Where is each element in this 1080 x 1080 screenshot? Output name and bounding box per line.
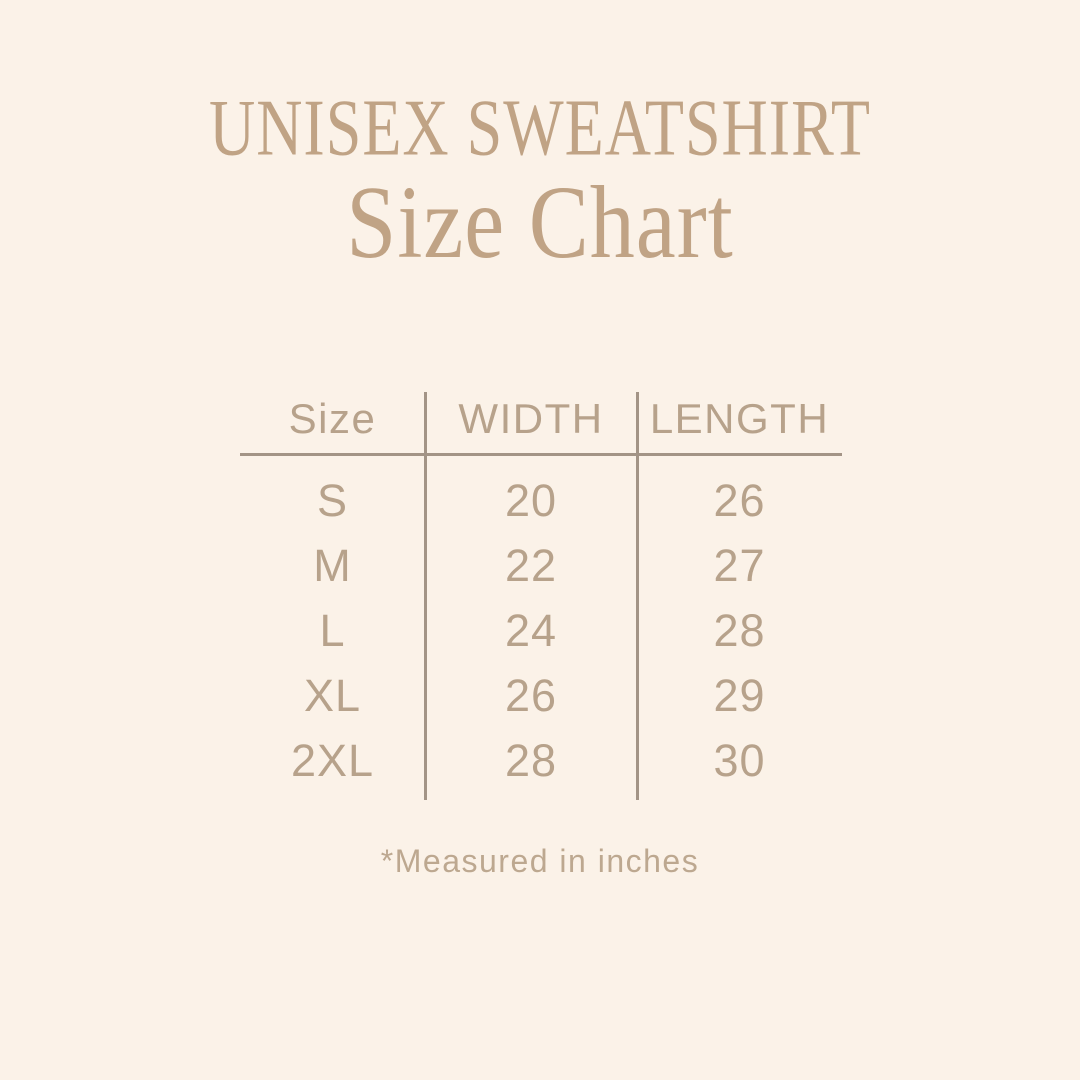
header-underline — [240, 453, 842, 456]
cell-size: 2XL — [290, 734, 375, 786]
cell-width: 22 — [504, 539, 558, 591]
column-header-width: WIDTH — [458, 395, 604, 442]
cell-length: 26 — [713, 474, 766, 526]
measurement-footnote: *Measured in inches — [380, 843, 700, 879]
cell-size: L — [319, 604, 346, 656]
table-row: XL 26 29 — [240, 663, 842, 728]
cell-width: 24 — [504, 604, 558, 656]
table-body: S 20 26 M 22 27 L 24 28 XL 26 29 2XL 28 … — [240, 468, 842, 793]
cell-length: 29 — [713, 669, 766, 721]
column-header-length: LENGTH — [649, 395, 830, 442]
column-divider-1 — [424, 392, 427, 800]
cell-size: M — [313, 539, 352, 591]
table-row: L 24 28 — [240, 598, 842, 663]
cell-length: 30 — [713, 734, 766, 786]
cell-length: 27 — [713, 539, 766, 591]
page-subtitle: Size Chart — [346, 166, 734, 281]
cell-length: 28 — [713, 604, 766, 656]
column-header-size: Size — [288, 395, 377, 442]
table-row: 2XL 28 30 — [240, 728, 842, 793]
table-row: M 22 27 — [240, 533, 842, 598]
cell-size: S — [316, 474, 348, 526]
cell-width: 20 — [504, 474, 558, 526]
page-title: UNISEX SWEATSHIRT — [208, 83, 872, 172]
cell-size: XL — [303, 669, 362, 721]
table-header-row: Size WIDTH LENGTH — [240, 385, 842, 453]
column-divider-2 — [636, 392, 639, 800]
cell-width: 28 — [504, 734, 558, 786]
table-row: S 20 26 — [240, 468, 842, 533]
cell-width: 26 — [504, 669, 558, 721]
